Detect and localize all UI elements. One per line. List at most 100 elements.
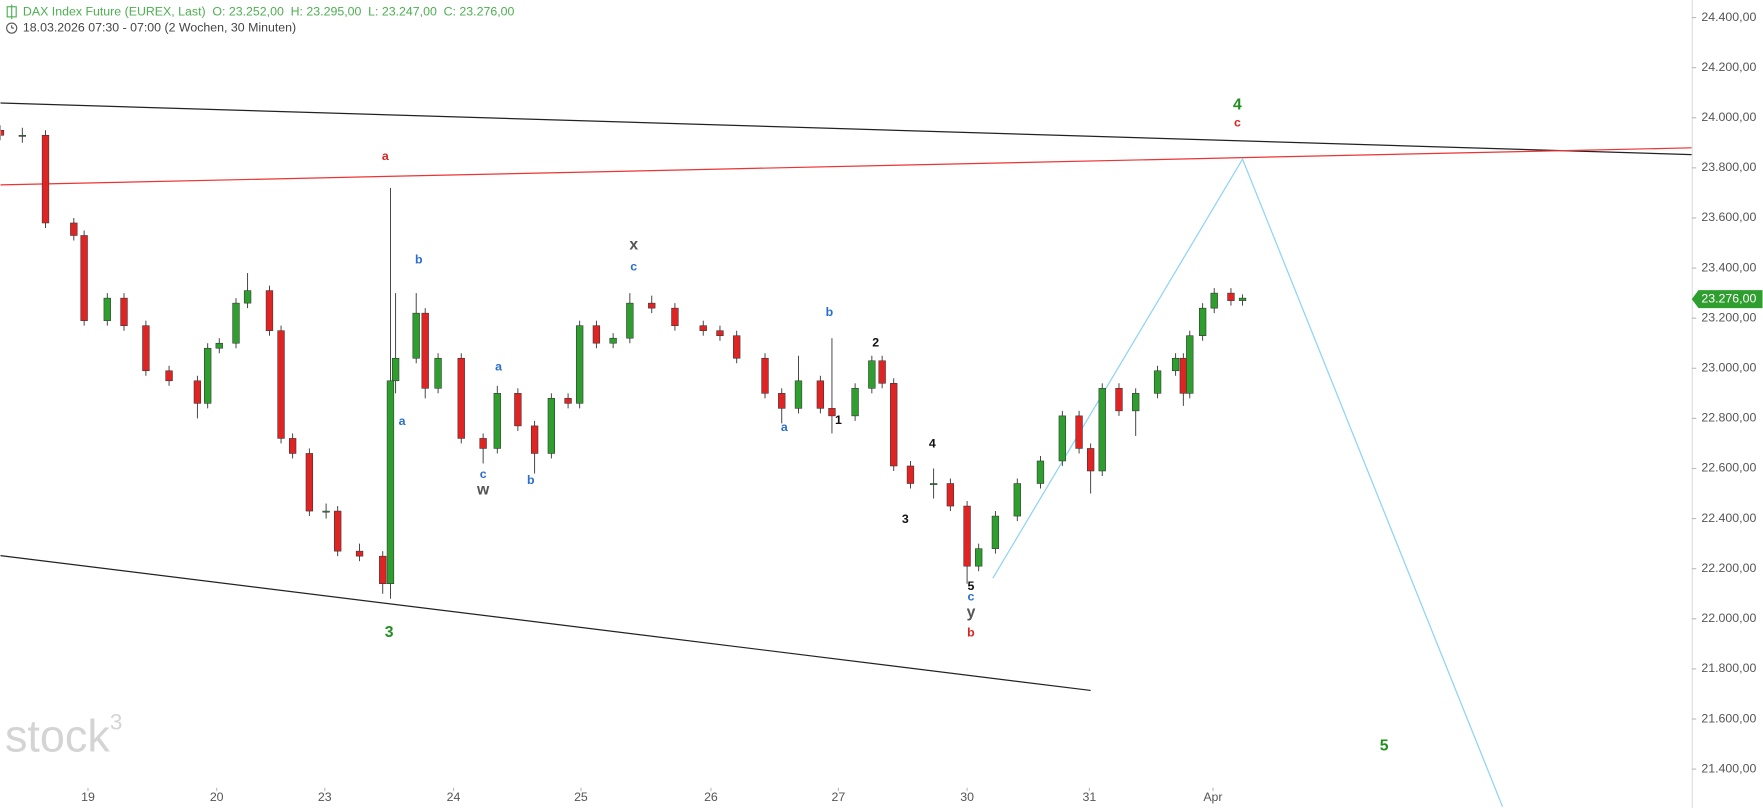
x-tick-label: 24 xyxy=(447,790,461,804)
candle-body xyxy=(193,380,202,404)
candle-body xyxy=(946,483,955,507)
x-tick-label: Apr xyxy=(1203,790,1222,804)
candle-body xyxy=(1153,370,1162,394)
candle-body xyxy=(816,380,825,409)
x-tick-label: 19 xyxy=(81,790,95,804)
y-tick-label: 22.600,00 xyxy=(1701,461,1756,475)
candle-body xyxy=(929,483,938,485)
candle-body xyxy=(165,370,173,382)
candle-body xyxy=(1058,415,1066,462)
candle-body xyxy=(564,398,572,404)
candle-body xyxy=(215,342,223,349)
wave-label: a xyxy=(399,414,406,428)
x-tick-label: 31 xyxy=(1082,790,1096,804)
candle-body xyxy=(355,550,364,557)
candle-body xyxy=(41,135,50,224)
x-tick-label: 25 xyxy=(574,790,588,804)
wave-label: c xyxy=(480,467,487,481)
wave-label: 2 xyxy=(872,335,879,349)
candle-body xyxy=(530,425,539,454)
candle-body xyxy=(868,360,876,389)
candle-body xyxy=(80,235,88,321)
y-tick-label: 22.200,00 xyxy=(1701,561,1756,575)
candle-body xyxy=(975,548,983,567)
candle-body xyxy=(576,325,584,404)
wave-label: c xyxy=(630,259,637,273)
x-tick-label: 30 xyxy=(960,790,974,804)
price-tag-label: 23.276,00 xyxy=(1701,291,1756,305)
y-tick-label: 23.200,00 xyxy=(1701,310,1756,324)
y-tick-label: 23.000,00 xyxy=(1701,361,1756,375)
y-tick-label: 24.400,00 xyxy=(1701,10,1756,24)
candle-body xyxy=(699,325,707,331)
wave-label: b xyxy=(967,625,975,639)
x-tick-label: 23 xyxy=(318,790,332,804)
trend-line xyxy=(0,102,1692,156)
candle-body xyxy=(1198,307,1207,336)
candle-body xyxy=(434,357,442,389)
candle-body xyxy=(386,380,395,585)
x-tick-label: 20 xyxy=(210,790,224,804)
wave-label: 4 xyxy=(929,437,936,451)
candle-body xyxy=(761,357,769,394)
x-tick-label: 27 xyxy=(832,790,846,804)
candle-body xyxy=(265,290,274,331)
candle-body xyxy=(890,383,898,467)
candle-body xyxy=(1227,292,1235,301)
candle-body xyxy=(391,357,400,382)
candle-body xyxy=(479,438,487,449)
candle-body xyxy=(878,360,886,384)
candle-body xyxy=(547,398,555,454)
candle-body xyxy=(794,380,803,409)
candle-body xyxy=(305,453,314,512)
wave-label: a xyxy=(781,420,788,434)
wave-label: a xyxy=(495,359,502,373)
candle-body xyxy=(906,465,915,484)
watermark-text: stock xyxy=(5,710,110,761)
wave-label: 3 xyxy=(902,512,909,526)
candle-body xyxy=(828,408,836,417)
candle-body xyxy=(1013,483,1021,517)
candle-body xyxy=(851,388,859,417)
wave-label: 1 xyxy=(835,413,842,427)
wave-label: 4 xyxy=(1233,96,1242,113)
header-icon xyxy=(6,4,18,34)
watermark: stock3 xyxy=(5,710,122,762)
wave-label: c xyxy=(968,590,975,604)
wave-label: 3 xyxy=(385,624,394,641)
candle-body xyxy=(514,393,522,427)
candle-body xyxy=(1132,393,1140,412)
header: DAX Index Future (EUREX, Last) O: 23.252,… xyxy=(23,5,515,19)
ohlc-label: H: 23.295,00 xyxy=(291,5,362,19)
candle-body xyxy=(103,297,111,321)
candle-body xyxy=(733,335,741,359)
wave-label: b xyxy=(415,253,423,267)
candle-body xyxy=(18,135,26,137)
candle-body xyxy=(1115,388,1123,412)
trend-line xyxy=(0,555,1091,692)
wave-label: 5 xyxy=(968,579,975,593)
wave-label: a xyxy=(382,149,389,163)
title: DAX Index Future (EUREX, Last) xyxy=(23,5,206,19)
candle-body xyxy=(120,297,128,326)
candle-body xyxy=(277,330,285,439)
candle-body xyxy=(334,510,342,552)
watermark-sup: 3 xyxy=(110,710,123,735)
candle-body xyxy=(778,393,786,409)
candle-body xyxy=(421,312,429,389)
price-tag xyxy=(1691,290,1763,309)
candle-body xyxy=(609,337,617,344)
ohlc-label: L: 23.247,00 xyxy=(368,5,437,19)
candle-body xyxy=(1238,297,1247,301)
candle-body xyxy=(648,302,656,309)
wave-label: y xyxy=(967,604,976,621)
candle-body xyxy=(1179,357,1187,394)
wave-label: b xyxy=(527,473,535,487)
y-tick-label: 22.800,00 xyxy=(1701,411,1756,425)
candle-body xyxy=(1087,448,1095,472)
x-tick-label: 26 xyxy=(704,790,718,804)
wave-label: w xyxy=(476,482,490,499)
